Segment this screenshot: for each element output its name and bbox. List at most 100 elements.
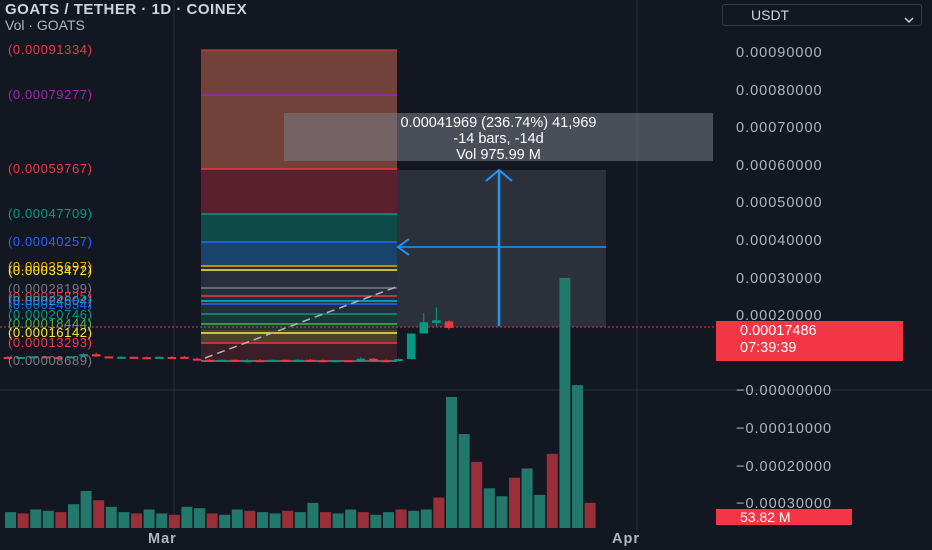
volume-bar [219, 514, 231, 528]
price-tick: 0.00070000 [736, 120, 823, 137]
measure-bars: -14 bars, -14d [453, 131, 544, 147]
candle-body [356, 358, 366, 361]
volume-bar [282, 510, 294, 528]
fib-level-label: (0.00020746) [8, 307, 93, 322]
price-tick: 0.00090000 [736, 45, 823, 61]
volume-bar [458, 434, 470, 528]
candle-body [66, 356, 76, 359]
candle-body [432, 320, 441, 323]
candle-body [318, 360, 328, 363]
volume-bar [105, 506, 117, 528]
chart-grid [0, 0, 932, 530]
candle-body [331, 360, 340, 363]
volume-bar [30, 509, 42, 528]
volume-bar [269, 513, 281, 528]
candle-body [343, 360, 353, 363]
candle-body [419, 322, 429, 334]
last-volume-badge: 53.82 M [716, 509, 852, 525]
volume-bar [345, 509, 357, 528]
bar-countdown: 07:39:39 [740, 340, 797, 356]
candle-body [369, 358, 378, 361]
candle-body [41, 356, 51, 359]
volume-bar [395, 509, 407, 528]
candle-body [142, 357, 151, 360]
price-tick: 0.00030000 [736, 270, 823, 287]
volume-bar [471, 461, 483, 528]
volume-bar [546, 453, 558, 528]
candle-body [280, 359, 290, 362]
measure-tooltip: 0.00041969 (236.74%) 41,969 -14 bars, -1… [284, 113, 713, 163]
time-tick-apr[interactable]: Apr [612, 531, 640, 547]
candle-body [255, 360, 265, 363]
price-tick: −0.00030000 [736, 496, 833, 513]
volume-bar [206, 513, 218, 528]
measure-tool[interactable] [396, 168, 606, 327]
candle-body [154, 356, 164, 359]
candle-body [28, 356, 38, 359]
candle-body [180, 356, 189, 359]
volume-bar [521, 468, 533, 528]
currency-selector[interactable]: USDT [722, 4, 922, 26]
candle-body [129, 356, 139, 359]
candle-body [394, 359, 403, 362]
candle-body [217, 359, 227, 362]
volume-bar [408, 510, 420, 528]
fib-level-label: (0.00091334) [8, 42, 93, 57]
volume-bar [194, 508, 205, 528]
candle-body [79, 354, 88, 357]
candle-body [205, 359, 214, 362]
volume-bar [357, 512, 369, 528]
candle-body [104, 356, 114, 359]
fib-retracement[interactable] [201, 49, 397, 362]
volume-bar [131, 513, 142, 528]
candle-body [381, 360, 391, 363]
price-tick: −0.00010000 [736, 421, 833, 437]
candle-body [293, 359, 303, 362]
volume-bar [156, 513, 168, 528]
candle-body [167, 357, 177, 360]
volume-bar [118, 512, 130, 528]
price-tick: −0.00000000 [736, 383, 833, 400]
symbol-title[interactable]: GOATS / TETHER · 1D · COINEX [5, 1, 248, 18]
last-price-badge: 0.00017486 07:39:39 [716, 321, 903, 361]
volume-bar [168, 514, 180, 528]
volume-bar [496, 496, 508, 528]
volume-bar [93, 500, 105, 528]
volume-bar [332, 513, 344, 528]
volume-bar [294, 512, 306, 528]
fib-level-label: (0.00013293) [8, 335, 93, 350]
volume-bar [181, 506, 193, 528]
volume-bar [383, 512, 394, 528]
volume-bar [244, 510, 256, 528]
fib-level-label: (0.00024054) [8, 297, 93, 312]
volume-bar [483, 488, 495, 528]
price-tick: −0.00020000 [736, 458, 833, 475]
price-tick: 0.00080000 [736, 82, 823, 99]
fib-level-label: (0.00024604) [8, 293, 93, 308]
volume-legend[interactable]: Vol · GOATS [5, 17, 85, 33]
volume-bar [420, 509, 432, 528]
volume-bar [584, 502, 596, 528]
fib-level-label: (0.00025825) [8, 289, 93, 304]
candle-body [230, 359, 240, 362]
candle-body [3, 357, 13, 360]
volume-bar [559, 277, 571, 528]
price-tick: 0.00040000 [736, 233, 823, 249]
fib-level-label: (0.00033472) [8, 263, 93, 278]
fib-level-label: (0.00059767) [8, 161, 93, 176]
fib-level-label: (0.00018444) [8, 316, 93, 331]
candles [3, 307, 454, 363]
time-tick-mar[interactable]: Mar [148, 531, 177, 547]
last-volume-value: 53.82 M [740, 509, 791, 525]
volume-bar [446, 397, 457, 528]
currency-label: USDT [751, 7, 790, 23]
candle-body [192, 358, 202, 361]
candle-body [268, 359, 277, 362]
volume-bar [257, 512, 268, 528]
volume-bar [42, 510, 54, 528]
price-tick: 0.00060000 [736, 157, 823, 174]
volume-bar [370, 514, 382, 528]
volume-bar [433, 497, 445, 528]
last-price-value: 0.00017486 [740, 323, 817, 339]
candle-body [91, 354, 101, 357]
